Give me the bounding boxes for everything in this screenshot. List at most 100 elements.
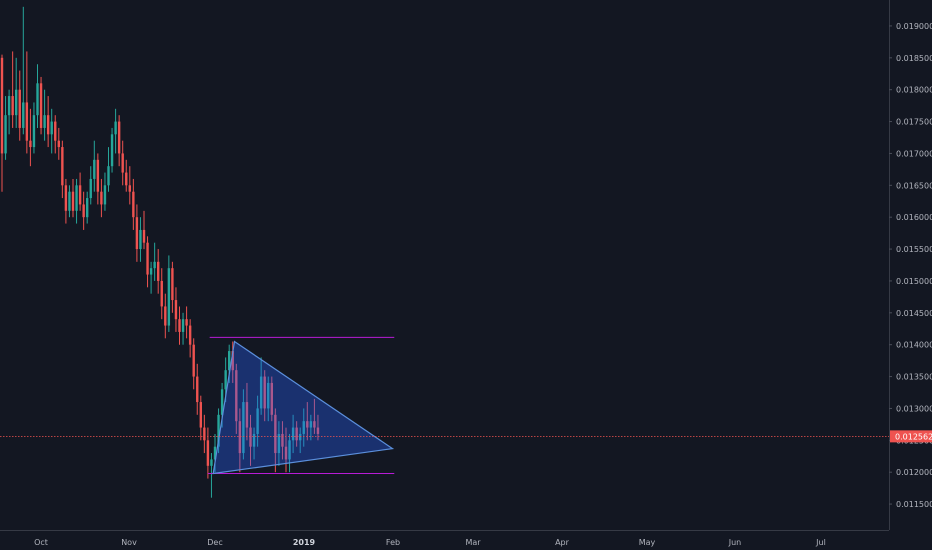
- candle-body: [316, 427, 320, 434]
- y-tick-label: 0.013500: [896, 373, 932, 382]
- drawings-layer[interactable]: [207, 336, 395, 475]
- candle-body: [252, 433, 256, 447]
- candle: [125, 159, 128, 192]
- candle-body: [235, 370, 238, 422]
- last-price-label: 0.012562: [895, 432, 932, 441]
- candle-body: [284, 446, 288, 460]
- x-tick-label: Nov: [121, 538, 137, 547]
- candle: [196, 363, 199, 415]
- candle: [291, 414, 295, 454]
- candle: [39, 76, 43, 135]
- candle-body: [263, 376, 266, 409]
- candle: [18, 70, 21, 141]
- candle-body: [210, 459, 213, 466]
- candle-body: [78, 185, 82, 205]
- candle: [50, 108, 53, 154]
- candle: [242, 389, 245, 460]
- candle: [86, 191, 89, 224]
- candle-body: [196, 376, 199, 403]
- candle: [249, 414, 252, 466]
- candle: [128, 166, 131, 205]
- candle-body: [29, 140, 32, 148]
- candle-body: [18, 89, 21, 128]
- candle: [4, 96, 7, 160]
- candle: [210, 453, 213, 498]
- candle: [160, 268, 163, 320]
- candle-body: [93, 159, 96, 179]
- candle-body: [57, 140, 60, 148]
- x-tick-label: May: [639, 538, 656, 547]
- candle: [82, 191, 85, 230]
- candle-body: [22, 102, 25, 128]
- candle-body: [64, 185, 68, 211]
- candle-body: [277, 433, 281, 454]
- candle-body: [167, 268, 171, 326]
- x-tick-label: Oct: [34, 538, 48, 547]
- candle-body: [86, 198, 89, 218]
- candle-body: [238, 421, 242, 454]
- candle: [71, 178, 75, 218]
- candle-body: [213, 446, 217, 460]
- x-axis[interactable]: Oct Nov Dec 2019 Feb Mar Apr May Jun Jul: [34, 538, 826, 547]
- candle-body: [256, 408, 259, 434]
- candle: [245, 382, 249, 441]
- y-tick-label: 0.015500: [896, 245, 932, 254]
- y-tick-label: 0.018000: [896, 86, 932, 95]
- candle: [274, 408, 277, 473]
- candle: [132, 178, 135, 230]
- candle: [306, 402, 309, 441]
- candle-body: [117, 121, 121, 154]
- y-tick-label: 0.018500: [896, 54, 932, 63]
- candle-body: [32, 115, 36, 148]
- y-tick-label: 0.017500: [896, 118, 932, 127]
- candle: [313, 398, 316, 434]
- candle-body: [107, 166, 110, 186]
- candle-body: [306, 421, 309, 428]
- candle-body: [171, 268, 174, 301]
- candle: [25, 51, 29, 154]
- candle: [217, 408, 220, 454]
- y-axis[interactable]: 0.019000 0.018500 0.018000 0.017500 0.017000…: [889, 22, 932, 509]
- candle: [302, 408, 305, 447]
- candle-body: [291, 427, 295, 441]
- candle: [121, 140, 124, 186]
- candle-body: [142, 229, 146, 243]
- candle: [68, 185, 71, 218]
- candle-body: [114, 121, 117, 135]
- candle-body: [249, 427, 252, 447]
- candle: [7, 89, 11, 135]
- candle: [57, 127, 60, 160]
- candle: [93, 140, 96, 192]
- candle: [36, 64, 39, 128]
- candle: [185, 306, 188, 339]
- candles-layer: [0, 6, 320, 498]
- candle: [295, 421, 298, 447]
- candle: [142, 210, 146, 250]
- candle: [267, 376, 270, 422]
- candle: [46, 96, 50, 148]
- candle: [188, 319, 192, 358]
- candle: [284, 427, 288, 473]
- candle-body: [68, 191, 71, 211]
- candle-body: [199, 402, 202, 428]
- candle-body: [224, 370, 227, 390]
- candle-body: [153, 261, 156, 269]
- candle: [256, 395, 259, 447]
- candle-body: [267, 382, 270, 409]
- x-tick-label: Feb: [386, 538, 400, 547]
- y-tick-label: 0.014500: [896, 309, 932, 318]
- x-tick-label: Mar: [465, 538, 481, 547]
- candle: [288, 433, 291, 473]
- candle-body: [259, 376, 263, 409]
- candle: [64, 178, 68, 224]
- candle-body: [82, 204, 85, 218]
- triangle-drawing[interactable]: [212, 340, 395, 475]
- candle: [171, 261, 174, 313]
- candle-body: [15, 89, 18, 116]
- candle-body: [181, 319, 185, 332]
- candle: [153, 242, 156, 281]
- candle-body: [75, 185, 78, 211]
- candle: [78, 172, 82, 211]
